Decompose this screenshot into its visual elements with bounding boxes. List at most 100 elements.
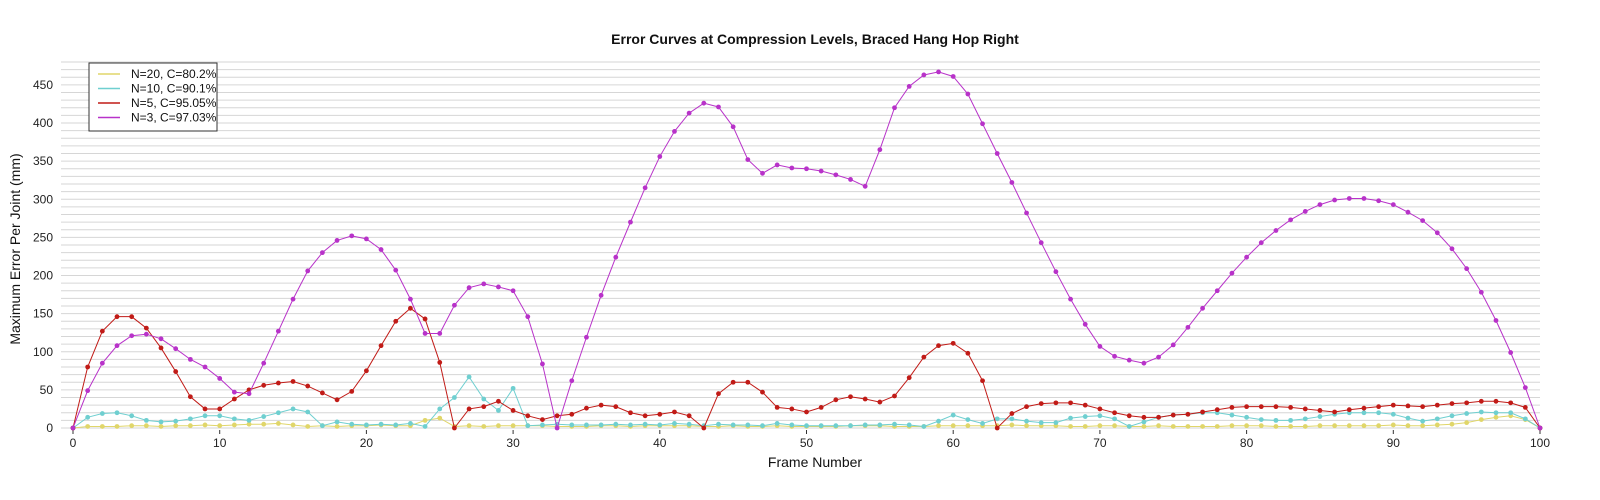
data-point [1082,414,1088,419]
data-point [642,421,648,427]
data-point [437,331,443,336]
data-point [1229,412,1235,418]
data-point [173,423,179,429]
data-point [628,410,633,416]
data-point [1449,401,1455,406]
data-point [1376,404,1382,410]
data-point [305,409,311,415]
data-point [833,172,839,178]
data-point [1508,350,1514,355]
data-point [1317,408,1323,413]
data-point [1009,411,1015,416]
data-point [1522,405,1528,410]
data-point [818,168,824,174]
data-point [187,423,193,429]
data-point [642,413,648,419]
data-point [129,333,135,339]
data-point [936,423,941,429]
data-point [1068,296,1073,302]
data-point [1038,401,1044,406]
legend-label-3: N=3, C=97.03% [131,111,217,125]
data-point [158,345,164,351]
data-point [716,421,721,427]
data-point [1376,423,1382,429]
data-point [936,69,941,75]
data-point [334,238,340,243]
data-point [686,421,692,427]
gridlines [61,61,1540,429]
y-tick-label-400: 400 [33,116,53,130]
data-point [1317,414,1323,419]
data-point [598,422,604,428]
data-point [1229,423,1235,429]
data-point [672,128,677,134]
data-point [848,423,853,429]
data-point [525,413,531,419]
data-point [1522,416,1528,422]
data-point [1068,400,1073,406]
data-point [1024,210,1029,216]
data-point [598,292,604,298]
data-point [217,423,223,429]
data-point [481,404,487,410]
data-point [466,423,472,429]
data-point [1214,424,1220,429]
data-point [114,424,120,429]
data-point [1038,240,1044,246]
data-point [862,183,868,189]
data-point [774,162,780,168]
data-point [143,325,149,331]
data-point [1068,424,1073,429]
data-point [980,121,985,127]
data-point [246,421,252,427]
data-point [85,388,91,394]
data-point [965,91,971,97]
data-point [1434,422,1440,428]
data-point [1478,409,1484,415]
data-point [1097,406,1103,412]
data-point [657,154,663,159]
data-point [1126,357,1132,363]
data-point [452,425,457,431]
data-point [584,334,589,340]
data-point [540,422,545,428]
data-point [1464,420,1470,426]
data-point [143,423,149,429]
x-tick-label-60: 60 [947,436,961,450]
data-point [1200,409,1205,415]
data-point [745,422,751,428]
data-point [584,405,589,411]
data-point [862,422,868,428]
data-point [818,423,824,429]
data-point [1024,423,1029,429]
data-point [936,418,941,424]
data-point [99,424,105,429]
data-point [1024,418,1029,424]
data-point [481,424,487,429]
data-point [1126,424,1132,429]
data-point [496,423,501,429]
data-point [950,340,956,346]
data-point [1273,404,1279,410]
data-point [231,416,237,422]
data-point [1053,400,1059,406]
data-point [701,100,707,106]
data-point [1361,405,1367,411]
data-point [848,394,853,400]
data-point [158,419,164,425]
data-point [1464,411,1470,416]
data-point [892,105,897,111]
data-point [1244,404,1249,410]
data-point [1390,402,1396,408]
data-point [202,422,208,428]
data-point [319,390,325,396]
data-point [1009,416,1015,422]
data-point [1200,424,1205,429]
data-point [760,170,765,176]
data-point [231,396,237,402]
data-point [1185,324,1191,330]
data-point [1258,240,1264,246]
y-axis: 0 50 100 150 200 250 300 350 400 450 [33,78,53,435]
data-point [965,423,971,429]
data-point [1170,412,1176,418]
